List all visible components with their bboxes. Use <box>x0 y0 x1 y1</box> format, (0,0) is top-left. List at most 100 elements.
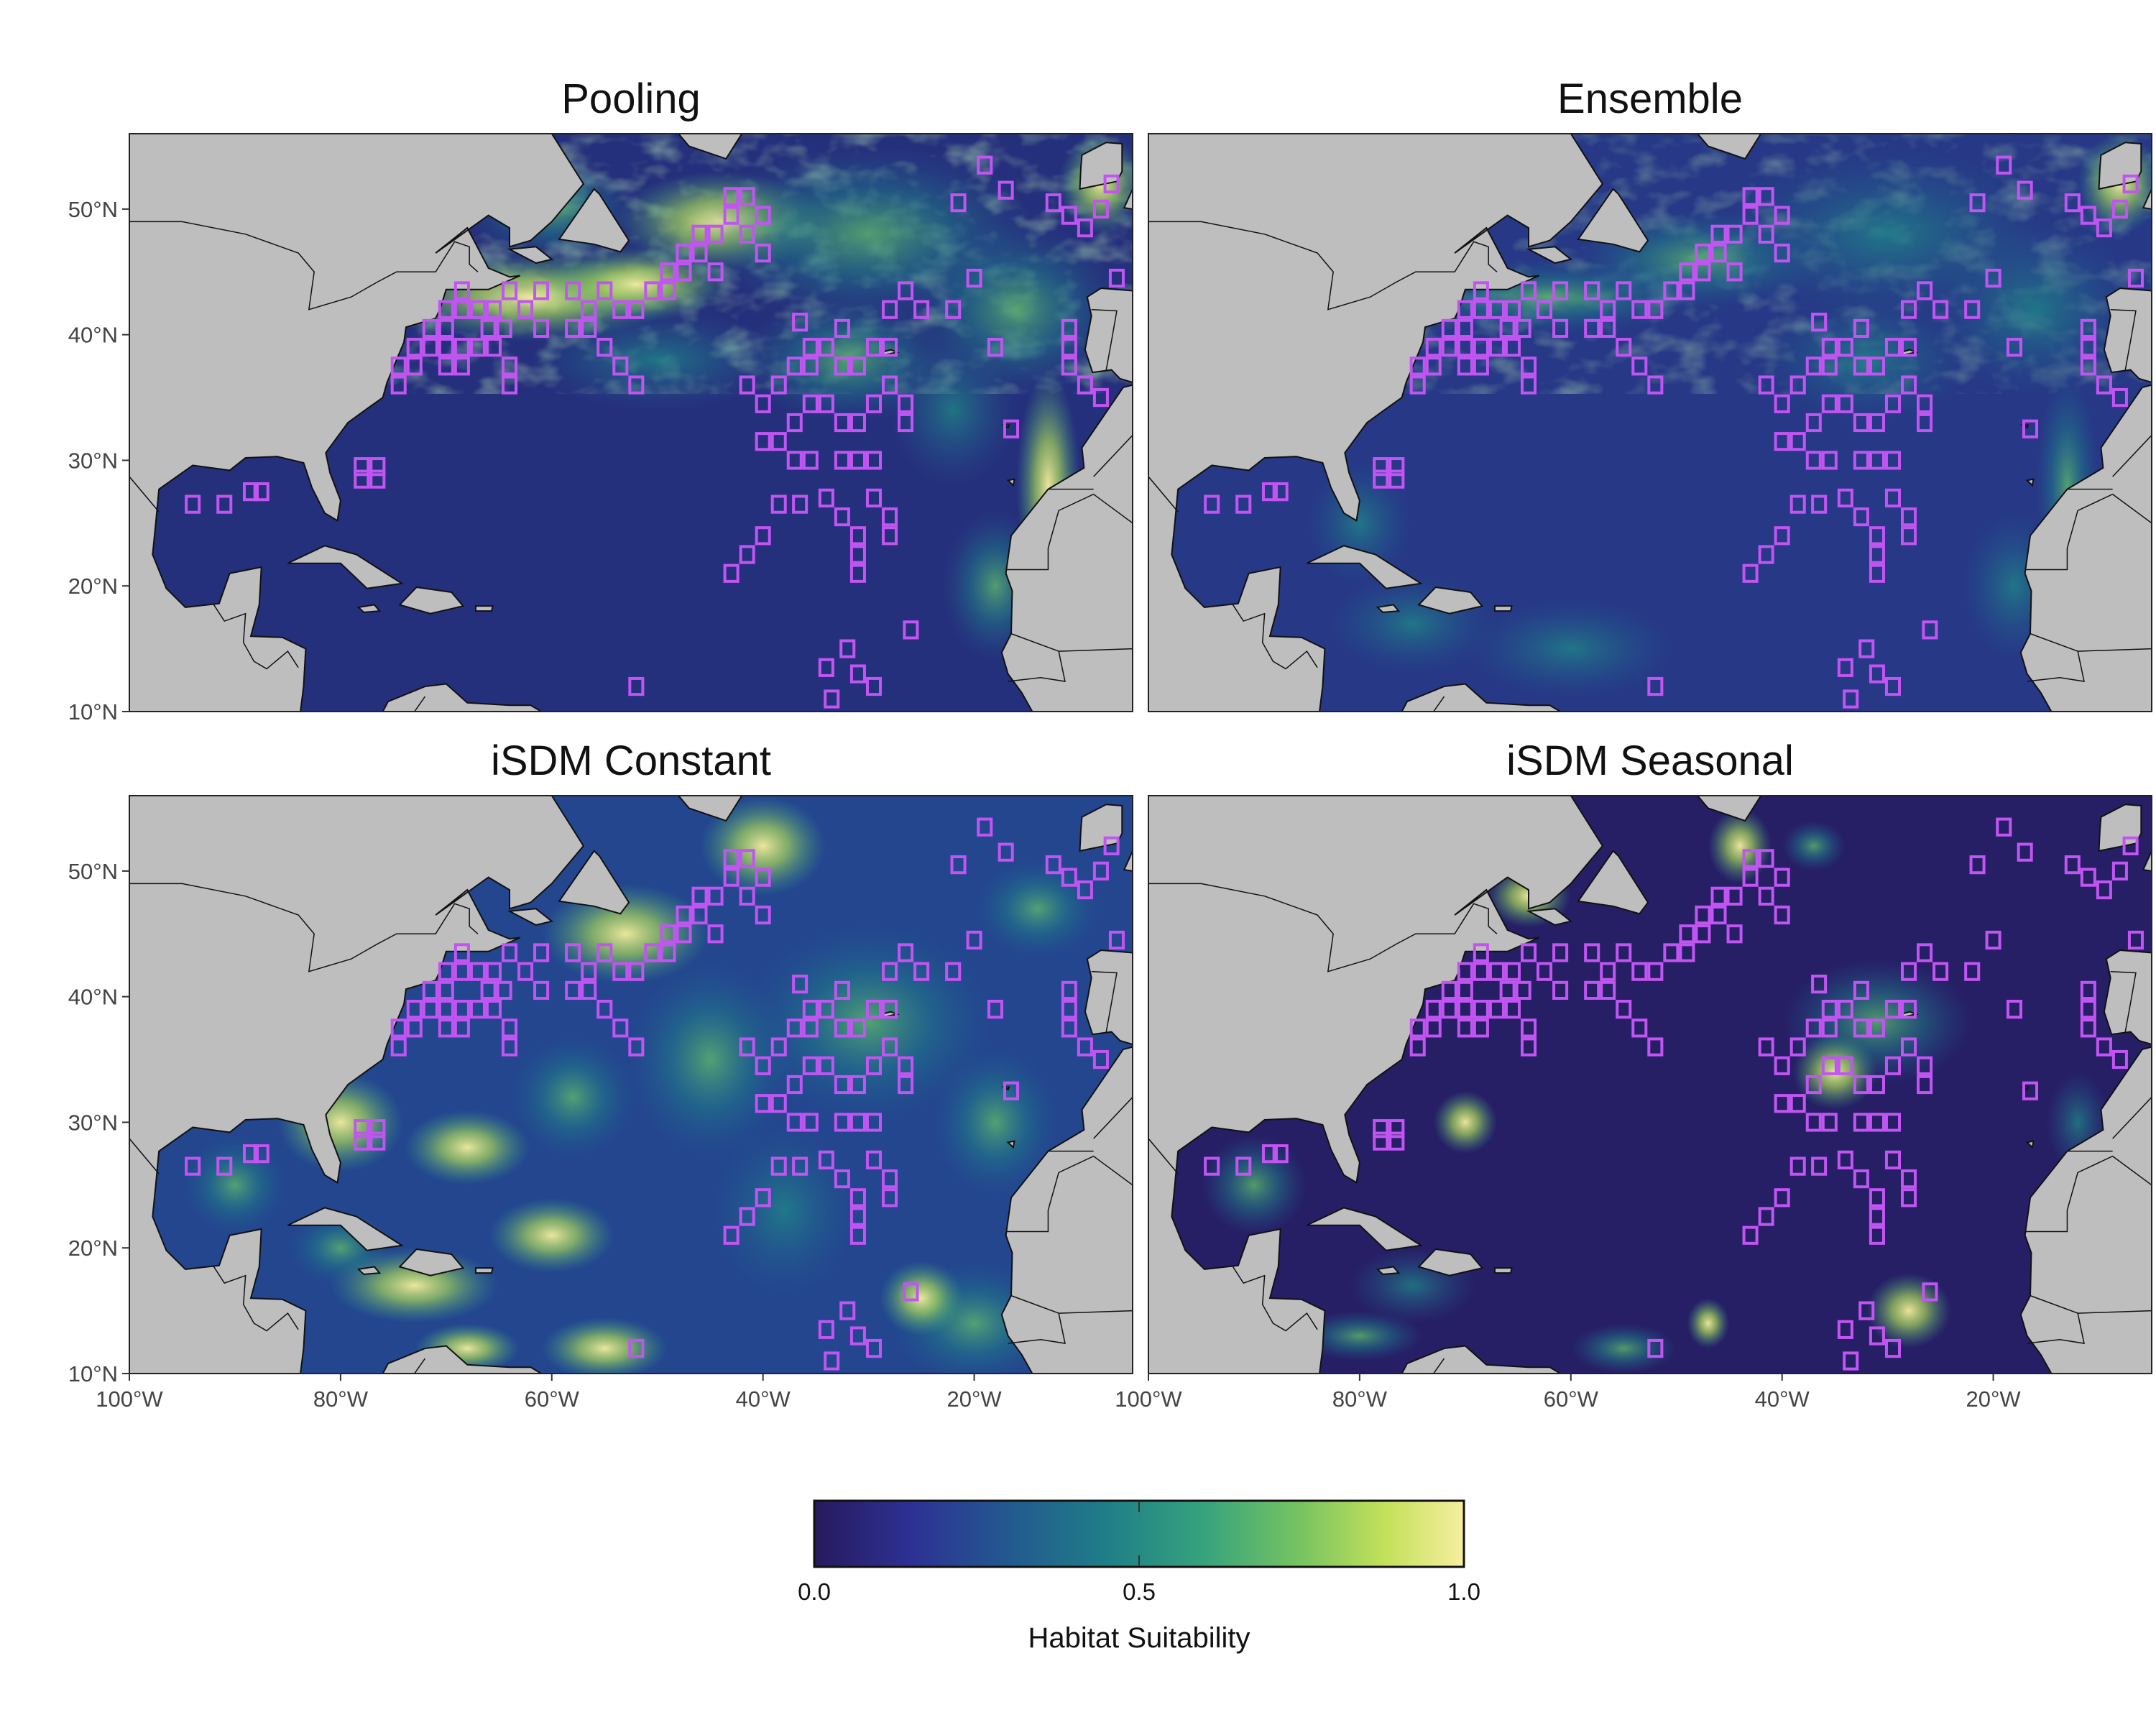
occurrence-cell <box>1457 962 1473 981</box>
occurrence-cell <box>1853 1113 1869 1132</box>
occurrence-cell <box>2006 338 2022 357</box>
occurrence-cell <box>1457 356 1473 376</box>
occurrence-cell <box>1964 962 1981 981</box>
occurrence-cell <box>1932 300 1949 319</box>
occurrence-cell <box>1789 1094 1806 1113</box>
occurrence-cell <box>755 868 771 887</box>
occurrence-cell <box>1108 930 1125 950</box>
occurrence-cell <box>1473 356 1489 376</box>
occurrence-cell <box>1884 676 1902 696</box>
occurrence-cell <box>882 300 898 319</box>
suitability-hotspot <box>699 796 826 896</box>
occurrence-cell <box>1869 1326 1885 1346</box>
occurrence-cell <box>1473 962 1489 981</box>
occurrence-cell <box>987 338 1003 357</box>
occurrence-cell <box>723 849 740 868</box>
occurrence-cell <box>1647 676 1664 696</box>
occurrence-cell <box>786 413 803 433</box>
occurrence-cell <box>849 413 866 433</box>
occurrence-cell <box>1515 980 1531 1000</box>
occurrence-cell <box>849 451 866 470</box>
occurrence-cell <box>438 980 454 1000</box>
greenland-tip-land <box>1696 134 1762 160</box>
occurrence-cell <box>723 564 740 583</box>
occurrence-cell <box>1774 206 1790 225</box>
occurrence-cell <box>1869 356 1885 376</box>
occurrence-cell <box>1758 375 1774 395</box>
occurrence-cell <box>739 1037 755 1057</box>
occurrence-cell <box>1869 413 1885 433</box>
occurrence-cell <box>1373 1119 1389 1138</box>
occurrence-cell <box>1917 1056 1933 1075</box>
occurrence-cell <box>438 338 454 357</box>
occurrence-cell <box>1504 962 1521 981</box>
newfoundland-land <box>558 850 630 915</box>
spain-portugal-border <box>2110 970 2137 1032</box>
occurrence-cell <box>818 1150 834 1169</box>
lat-tick-label: 40°N <box>68 985 118 1010</box>
occurrence-cell <box>1261 482 1279 502</box>
occurrence-cell <box>1932 962 1949 981</box>
occurrence-cell <box>1235 1156 1252 1176</box>
occurrence-cell <box>453 281 470 300</box>
occurrence-cell <box>1853 1169 1869 1189</box>
occurrence-cell <box>480 318 497 339</box>
nova-scotia-island <box>507 908 554 926</box>
occurrence-cell <box>1600 980 1616 1000</box>
occurrence-cell <box>453 356 470 376</box>
africa-land <box>1000 384 1133 712</box>
iberia-land <box>2103 287 2152 384</box>
occurrence-cell <box>438 962 454 981</box>
panel-title: Pooling <box>561 75 700 122</box>
occurrence-cell <box>406 1000 423 1019</box>
occurrence-cell <box>1409 375 1426 395</box>
us-canada-border <box>1148 221 1498 310</box>
suitability-hotspot <box>1782 820 1846 871</box>
occurrence-cell <box>1679 281 1695 300</box>
occurrence-cell <box>1869 1188 1885 1208</box>
occurrence-cell <box>865 1113 882 1132</box>
lat-tick-label: 20°N <box>68 574 118 599</box>
occurrence-cell <box>2064 193 2081 213</box>
occurrence-cell <box>533 281 550 300</box>
greenland-tip-land <box>677 796 743 822</box>
occurrence-cell <box>1520 281 1537 300</box>
occurrence-cell <box>1473 281 1489 300</box>
occurrence-cell <box>755 905 771 925</box>
occurrence-cell <box>453 1018 470 1038</box>
occurrence-cell <box>770 375 787 395</box>
us-canada-border <box>129 221 479 310</box>
occurrence-cell <box>1917 281 1933 300</box>
occurrence-cell <box>834 1018 850 1038</box>
occurrence-cell <box>1917 394 1933 413</box>
occurrence-cell <box>469 1000 486 1019</box>
occurrence-cell <box>818 394 834 413</box>
occurrence-cell <box>1837 394 1853 413</box>
occurrence-cell <box>2022 419 2039 438</box>
occurrence-cell <box>1917 943 1933 962</box>
occurrence-cell <box>2096 218 2112 238</box>
suitability-hotspot <box>974 858 1101 960</box>
occurrence-cell <box>1805 1113 1822 1132</box>
newfoundland-land <box>558 188 630 253</box>
occurrence-cell <box>1061 356 1077 376</box>
occurrence-cell <box>903 620 919 640</box>
occurrence-cells <box>185 155 1125 709</box>
occurrence-cell <box>739 1207 755 1226</box>
occurrence-cell <box>834 356 850 376</box>
colombia-border <box>414 696 426 712</box>
north-america-land <box>1148 134 1604 712</box>
occurrence-cell <box>1996 155 2012 175</box>
occurrence-cell <box>1789 432 1806 451</box>
occurrence-cell <box>406 1018 423 1038</box>
occurrence-cell <box>2006 1000 2022 1019</box>
occurrence-cell <box>1811 975 1828 994</box>
occurrence-cell <box>438 1018 454 1038</box>
occurrence-cell <box>1584 281 1600 300</box>
lon-tick-label: 20°W <box>947 1386 1003 1412</box>
occurrence-cell <box>2080 206 2096 225</box>
occurrence-cell <box>2080 318 2096 339</box>
occurrence-cell <box>1789 494 1806 514</box>
occurrence-cell <box>755 243 771 263</box>
occurrence-cell <box>1045 193 1061 213</box>
